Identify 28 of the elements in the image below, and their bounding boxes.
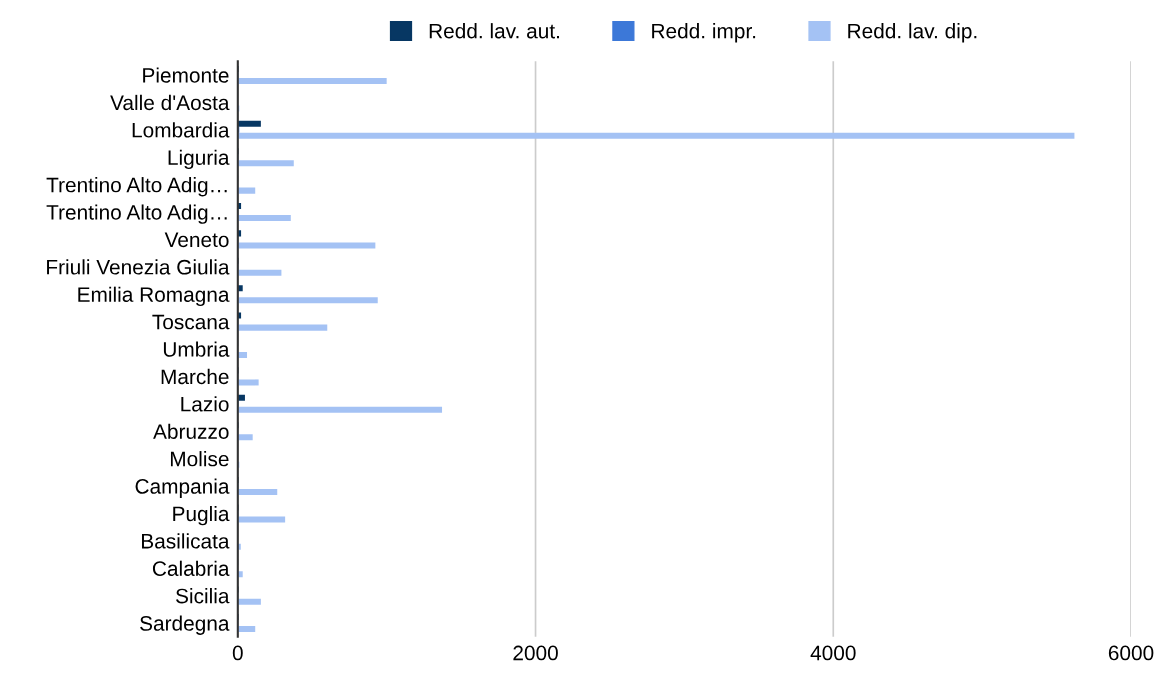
y-tick-label: Piemonte <box>143 67 229 83</box>
y-tick-label: Veneto <box>164 232 229 248</box>
legend-label: Redd. lav. aut. <box>429 23 559 39</box>
y-tick-label: Liguria <box>168 149 230 170</box>
y-tick-label: Trentino Alto Adig… <box>46 177 227 197</box>
y-tick-label: Lazio <box>181 396 229 412</box>
y-tick-label: Sicilia <box>176 588 230 604</box>
x-tick-label: 4000 <box>810 645 856 661</box>
y-tick-label: Abruzzo <box>153 423 229 439</box>
y-tick-label: Sardegna <box>140 615 230 635</box>
y-tick-label: Campania <box>135 478 230 498</box>
y-tick-label: Basilicata <box>142 533 230 549</box>
legend-label: Redd. lav. dip. <box>848 23 977 43</box>
y-tick-label: Emilia Romagna <box>78 286 230 307</box>
y-tick-label: Umbria <box>163 341 230 357</box>
y-tick-label: Valle d'Aosta <box>110 94 230 111</box>
y-tick-label: Lombardia <box>132 122 230 138</box>
x-tick-label: 2000 <box>513 645 558 661</box>
x-tick-label: 6000 <box>1108 645 1154 661</box>
y-tick-label: Marche <box>161 368 229 385</box>
y-tick-label: Toscana <box>152 314 230 330</box>
legend-label: Redd. impr. <box>652 23 756 43</box>
y-tick-label: Trentino Alto Adig… <box>46 204 227 224</box>
y-tick-label: Calabria <box>152 560 230 576</box>
y-tick-label: Molise <box>170 451 229 467</box>
y-tick-label: Puglia <box>173 505 230 526</box>
x-tick-label: 0 <box>232 645 243 661</box>
y-tick-label: Friuli Venezia Giulia <box>47 259 230 275</box>
